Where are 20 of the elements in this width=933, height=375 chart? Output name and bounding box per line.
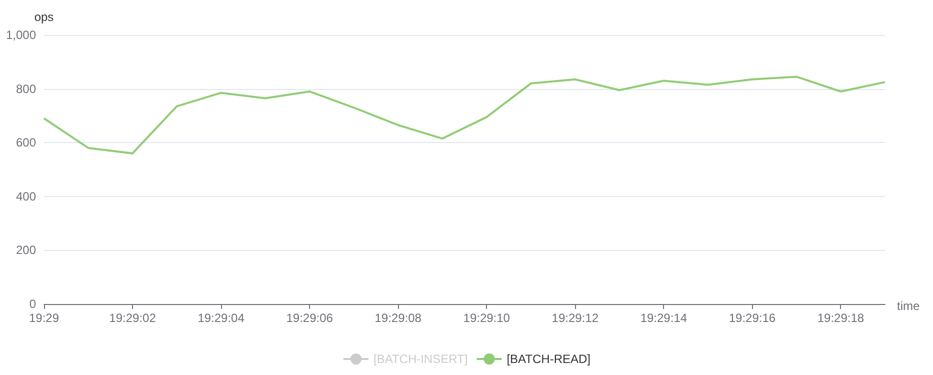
- x-tick-label: 19:29:14: [640, 311, 688, 325]
- y-tick-label: 400: [16, 189, 36, 204]
- x-tick-label: 19:29:16: [728, 311, 776, 325]
- x-tick-label: 19:29:10: [463, 311, 510, 325]
- y-tick-label: 800: [16, 82, 36, 96]
- x-tick-label: 19:29:06: [286, 311, 334, 325]
- x-tick-label: 19:29:08: [374, 311, 422, 325]
- line-series: [43, 76, 886, 154]
- y-axis-title: ops: [34, 10, 54, 24]
- y-tick-label: 600: [16, 136, 36, 150]
- x-tick-label: 19:29:12: [552, 311, 599, 325]
- x-tick-label: 19:29:04: [198, 311, 245, 325]
- legend-label: [BATCH-READ]: [506, 352, 591, 366]
- x-axis-title: time: [897, 299, 920, 313]
- y-tick-label: 0: [29, 297, 36, 311]
- x-tick-label: 19:29:02: [109, 311, 156, 325]
- x-tick-label: 19:29:18: [817, 311, 864, 325]
- x-tick-label: 19:29: [28, 311, 60, 325]
- y-tick-label: 200: [16, 243, 36, 258]
- y-tick-label: 1,000: [6, 28, 36, 42]
